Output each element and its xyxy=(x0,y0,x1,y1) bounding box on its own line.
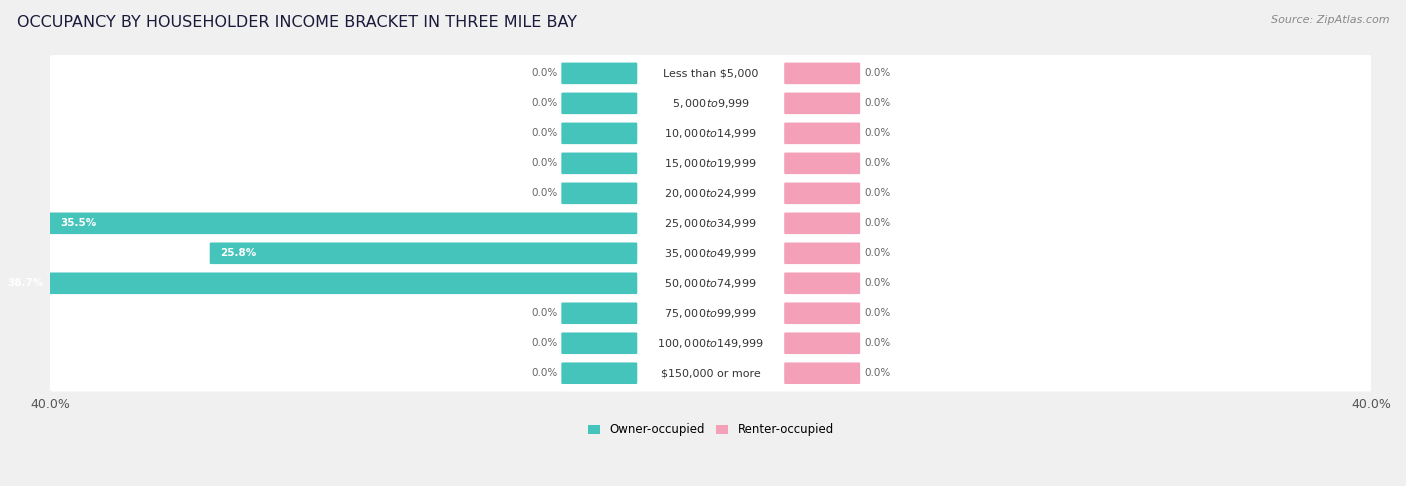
FancyBboxPatch shape xyxy=(561,302,637,324)
FancyBboxPatch shape xyxy=(49,212,637,234)
FancyBboxPatch shape xyxy=(49,175,1372,211)
FancyBboxPatch shape xyxy=(785,63,860,84)
FancyBboxPatch shape xyxy=(49,265,1372,302)
FancyBboxPatch shape xyxy=(561,92,637,114)
FancyBboxPatch shape xyxy=(49,145,1372,182)
Text: 35.5%: 35.5% xyxy=(60,218,97,228)
FancyBboxPatch shape xyxy=(0,273,637,294)
FancyBboxPatch shape xyxy=(785,212,860,234)
Text: Less than $5,000: Less than $5,000 xyxy=(664,69,758,78)
Text: 25.8%: 25.8% xyxy=(221,248,257,258)
Text: 0.0%: 0.0% xyxy=(865,368,890,378)
Text: $10,000 to $14,999: $10,000 to $14,999 xyxy=(665,127,756,140)
Text: 0.0%: 0.0% xyxy=(531,338,557,348)
FancyBboxPatch shape xyxy=(785,363,860,384)
Text: 0.0%: 0.0% xyxy=(531,128,557,139)
FancyBboxPatch shape xyxy=(785,273,860,294)
FancyBboxPatch shape xyxy=(561,153,637,174)
Text: 0.0%: 0.0% xyxy=(865,248,890,258)
Text: $50,000 to $74,999: $50,000 to $74,999 xyxy=(665,277,756,290)
FancyBboxPatch shape xyxy=(49,55,1372,92)
FancyBboxPatch shape xyxy=(49,235,1372,272)
Text: OCCUPANCY BY HOUSEHOLDER INCOME BRACKET IN THREE MILE BAY: OCCUPANCY BY HOUSEHOLDER INCOME BRACKET … xyxy=(17,15,576,30)
Text: 0.0%: 0.0% xyxy=(531,368,557,378)
Text: $20,000 to $24,999: $20,000 to $24,999 xyxy=(665,187,756,200)
FancyBboxPatch shape xyxy=(561,122,637,144)
Text: $15,000 to $19,999: $15,000 to $19,999 xyxy=(665,157,756,170)
Text: 0.0%: 0.0% xyxy=(865,158,890,168)
Text: Source: ZipAtlas.com: Source: ZipAtlas.com xyxy=(1271,15,1389,25)
FancyBboxPatch shape xyxy=(49,85,1372,122)
Text: 0.0%: 0.0% xyxy=(531,98,557,108)
Text: 0.0%: 0.0% xyxy=(531,308,557,318)
FancyBboxPatch shape xyxy=(49,295,1372,331)
FancyBboxPatch shape xyxy=(561,183,637,204)
FancyBboxPatch shape xyxy=(785,153,860,174)
Text: 0.0%: 0.0% xyxy=(865,98,890,108)
FancyBboxPatch shape xyxy=(785,332,860,354)
Text: 0.0%: 0.0% xyxy=(865,308,890,318)
FancyBboxPatch shape xyxy=(561,332,637,354)
Text: $5,000 to $9,999: $5,000 to $9,999 xyxy=(672,97,749,110)
Text: 0.0%: 0.0% xyxy=(531,188,557,198)
Legend: Owner-occupied, Renter-occupied: Owner-occupied, Renter-occupied xyxy=(583,418,838,441)
FancyBboxPatch shape xyxy=(561,363,637,384)
Text: $25,000 to $34,999: $25,000 to $34,999 xyxy=(665,217,756,230)
FancyBboxPatch shape xyxy=(209,243,637,264)
FancyBboxPatch shape xyxy=(561,63,637,84)
Text: $75,000 to $99,999: $75,000 to $99,999 xyxy=(665,307,756,320)
Text: $100,000 to $149,999: $100,000 to $149,999 xyxy=(658,337,763,350)
FancyBboxPatch shape xyxy=(49,115,1372,152)
Text: 38.7%: 38.7% xyxy=(7,278,44,288)
Text: 0.0%: 0.0% xyxy=(865,188,890,198)
Text: 0.0%: 0.0% xyxy=(865,278,890,288)
Text: 0.0%: 0.0% xyxy=(865,338,890,348)
FancyBboxPatch shape xyxy=(785,122,860,144)
Text: 0.0%: 0.0% xyxy=(865,128,890,139)
Text: $35,000 to $49,999: $35,000 to $49,999 xyxy=(665,247,756,260)
FancyBboxPatch shape xyxy=(785,92,860,114)
FancyBboxPatch shape xyxy=(785,183,860,204)
Text: 0.0%: 0.0% xyxy=(531,158,557,168)
Text: 0.0%: 0.0% xyxy=(531,69,557,78)
Text: 0.0%: 0.0% xyxy=(865,218,890,228)
FancyBboxPatch shape xyxy=(49,325,1372,362)
FancyBboxPatch shape xyxy=(785,302,860,324)
FancyBboxPatch shape xyxy=(49,205,1372,242)
FancyBboxPatch shape xyxy=(785,243,860,264)
Text: $150,000 or more: $150,000 or more xyxy=(661,368,761,378)
FancyBboxPatch shape xyxy=(49,355,1372,392)
Text: 0.0%: 0.0% xyxy=(865,69,890,78)
